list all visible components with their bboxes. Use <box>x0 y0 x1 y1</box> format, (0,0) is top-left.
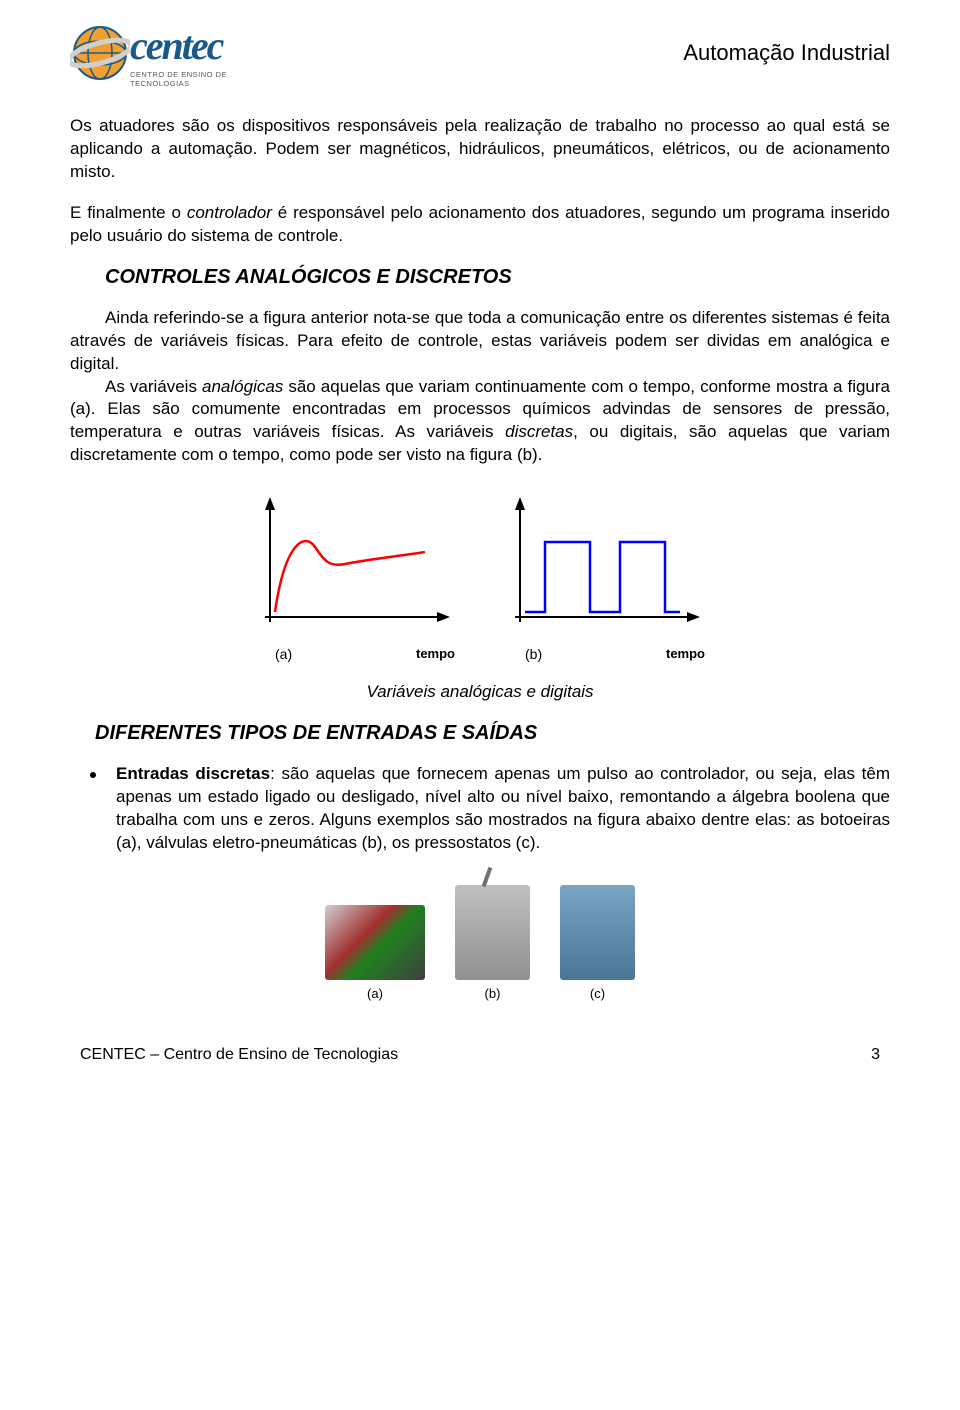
chart-b-svg <box>500 492 710 637</box>
p2-controlador: controlador <box>187 203 272 222</box>
logo-text: centec <box>130 22 222 69</box>
chart-a-caption: (a) tempo <box>250 646 460 662</box>
page-number: 3 <box>871 1046 880 1064</box>
paragraph-2: E finalmente o controlador é responsável… <box>70 202 890 248</box>
photo-a-item: (a) <box>325 905 425 1001</box>
section-heading-2: DIFERENTES TIPOS DE ENTRADAS E SAÍDAS <box>95 722 890 745</box>
photo-b-icon <box>455 885 530 980</box>
bullet-item-1: Entradas discretas: são aquelas que forn… <box>90 763 890 855</box>
p4-discretas: discretas <box>505 422 573 441</box>
footer-left: CENTEC – Centro de Ensino de Tecnologias <box>80 1046 398 1064</box>
logo-subtitle: CENTRO DE ENSINO DE TECNOLOGIAS <box>130 70 280 88</box>
p2-a: E finalmente o <box>70 203 187 222</box>
section-heading-1: CONTROLES ANALÓGICOS E DISCRETOS <box>105 266 890 289</box>
chart-a-svg <box>250 492 460 637</box>
charts-figure: (a) tempo (b) tempo <box>70 492 890 662</box>
chart-a-label: (a) <box>250 646 292 662</box>
document-page: centec CENTRO DE ENSINO DE TECNOLOGIAS A… <box>0 0 960 1084</box>
photo-b-item: (b) <box>455 885 530 1001</box>
chart-a-xlabel: tempo <box>416 646 460 662</box>
p4-analogicas: analógicas <box>202 377 283 396</box>
paragraph-4: As variáveis analógicas são aquelas que … <box>70 376 890 468</box>
photo-a-label: (a) <box>325 986 425 1001</box>
logo-globe-icon <box>70 23 130 83</box>
chart-b: (b) tempo <box>500 492 710 662</box>
photos-figure: (a) (b) (c) <box>70 885 890 1001</box>
logo: centec CENTRO DE ENSINO DE TECNOLOGIAS <box>70 20 280 85</box>
bullet-dot-icon <box>90 772 96 778</box>
photo-a-icon <box>325 905 425 980</box>
document-title: Automação Industrial <box>683 40 890 66</box>
p4-a: As variáveis <box>105 377 202 396</box>
chart-b-caption: (b) tempo <box>500 646 710 662</box>
bullet-1-term: Entradas discretas <box>116 764 270 783</box>
page-header: centec CENTRO DE ENSINO DE TECNOLOGIAS A… <box>70 20 890 85</box>
paragraph-1: Os atuadores são os dispositivos respons… <box>70 115 890 184</box>
chart-a: (a) tempo <box>250 492 460 662</box>
paragraph-3: Ainda referindo-se a figura anterior not… <box>70 307 890 376</box>
chart-b-label: (b) <box>500 646 542 662</box>
figure-caption: Variáveis analógicas e digitais <box>70 682 890 702</box>
page-footer: CENTEC – Centro de Ensino de Tecnologias… <box>70 1046 890 1064</box>
photo-c-icon <box>560 885 635 980</box>
photo-c-label: (c) <box>560 986 635 1001</box>
chart-b-xlabel: tempo <box>666 646 710 662</box>
photo-b-label: (b) <box>455 986 530 1001</box>
bullet-1-text: Entradas discretas: são aquelas que forn… <box>116 763 890 855</box>
photo-c-item: (c) <box>560 885 635 1001</box>
